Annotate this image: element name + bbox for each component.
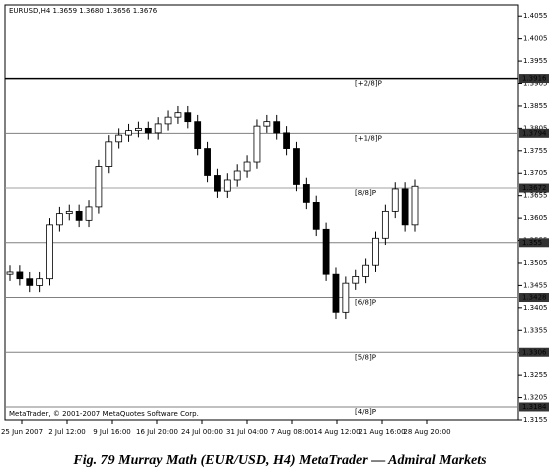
candle-body (352, 276, 360, 284)
candle-body (223, 179, 231, 192)
level-label: [6/8]P (355, 299, 376, 307)
candle-body (95, 166, 103, 208)
y-tick-label: 1.3605 (523, 214, 548, 222)
caption: Fig. 79 Murray Math (EUR/USD, H4) MetaTr… (72, 453, 487, 468)
level-box (519, 238, 549, 248)
y-tick-label: 1.3405 (523, 304, 548, 312)
y-tick-label: 1.3755 (523, 147, 548, 155)
level-value: 1.3794 (522, 129, 547, 137)
level-label: [4/8]P (355, 408, 376, 416)
candle-body (16, 271, 24, 280)
x-tick-label: 31 Jul 04:00 (226, 428, 268, 436)
candle-body (75, 210, 83, 221)
y-tick-label: 1.3905 (523, 80, 548, 88)
candle-body (253, 125, 261, 163)
level-box (519, 128, 549, 138)
candle-body (26, 278, 34, 286)
candle-body (362, 264, 370, 277)
level-value: 1.3672 (522, 184, 547, 192)
candle-body (302, 184, 310, 203)
candle-body (342, 282, 350, 313)
y-tick-label: 1.3355 (523, 326, 548, 334)
level-box (519, 183, 549, 193)
copyright: MetaTrader, © 2001-2007 MetaQuotes Softw… (9, 410, 199, 418)
x-tick-label: 28 Aug 20:00 (403, 428, 450, 436)
candle-body (55, 213, 63, 226)
level-value: 1.3428 (522, 294, 547, 302)
level-label: [+2/8]P (355, 80, 382, 88)
candle-body (401, 188, 409, 226)
y-tick-label: 1.4005 (523, 35, 548, 43)
x-tick-label: 25 Jun 2007 (1, 428, 43, 436)
x-tick-label: 14 Aug 12:00 (313, 428, 360, 436)
level-value: 1.3184 (522, 403, 547, 411)
y-tick-label: 1.3155 (523, 416, 548, 424)
candle-body (184, 112, 192, 123)
candle-body (381, 210, 389, 239)
y-tick-label: 1.3855 (523, 102, 548, 110)
candle-body (194, 121, 202, 149)
candle-body (144, 127, 152, 134)
candle-body (46, 224, 53, 280)
candle-body (273, 121, 281, 134)
candle-body (263, 121, 271, 127)
candle-body (293, 148, 300, 185)
candle-body (243, 161, 251, 172)
candle-body (312, 202, 320, 230)
candle-body (65, 210, 73, 215)
level-value: 1.3916 (522, 75, 547, 83)
candle-body (115, 134, 123, 143)
candle-body (233, 170, 241, 181)
candle-body (36, 278, 44, 286)
x-tick-label: 7 Aug 08:00 (271, 428, 314, 436)
level-value: 1.355 (522, 239, 542, 247)
candle-body (174, 112, 182, 118)
level-box (519, 402, 549, 412)
y-tick-label: 1.3655 (523, 192, 548, 200)
y-tick-label: 1.3255 (523, 371, 548, 379)
level-value: 1.3306 (522, 348, 547, 356)
candle-body (204, 148, 211, 176)
x-tick-label: 9 Jul 16:00 (93, 428, 131, 436)
candle-body (85, 206, 93, 221)
candle-body (164, 116, 172, 125)
level-box (519, 74, 549, 84)
level-box (519, 347, 549, 357)
candle-body (135, 127, 142, 132)
candle-body (105, 141, 113, 167)
chart-header: EURUSD,H4 1.3659 1.3680 1.3656 1.3676 (9, 7, 158, 15)
level-box (519, 293, 549, 303)
x-tick-label: 16 Jul 20:00 (136, 428, 178, 436)
level-label: [+1/8]P (355, 134, 382, 142)
level-label: [8/8]P (355, 189, 376, 197)
candle-body (332, 273, 340, 313)
y-tick-label: 1.3455 (523, 281, 548, 289)
y-tick-label: 1.3705 (523, 169, 548, 177)
candle-body (125, 130, 132, 136)
x-tick-label: 2 Jul 12:00 (48, 428, 86, 436)
y-tick-label: 1.3205 (523, 394, 548, 402)
level-label: [5/8]P (355, 353, 376, 361)
y-tick-label: 1.3505 (523, 259, 548, 267)
candle-body (154, 123, 162, 134)
candle-body (322, 228, 330, 275)
candle-body (283, 132, 290, 149)
y-tick-label: 1.3805 (523, 124, 548, 132)
x-tick-label: 24 Jul 00:00 (181, 428, 223, 436)
candle-body (372, 237, 379, 266)
y-tick-label: 1.3955 (523, 57, 548, 65)
candle-body (391, 188, 399, 212)
y-tick-label: 1.4055 (523, 12, 548, 20)
candle-body (6, 271, 14, 275)
x-tick-label: 21 Aug 16:00 (358, 428, 405, 436)
candle-body (214, 175, 221, 192)
candle-body (411, 185, 419, 226)
